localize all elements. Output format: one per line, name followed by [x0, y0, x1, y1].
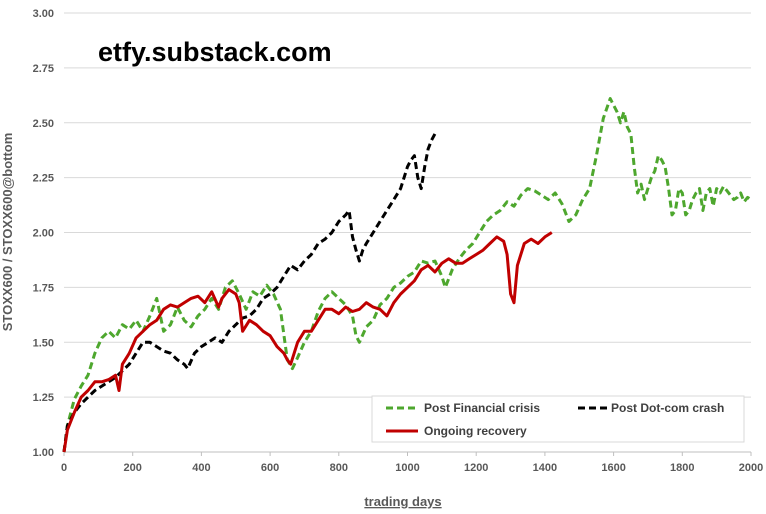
legend-box — [371, 395, 745, 443]
x-axis-title: trading days — [364, 494, 441, 509]
y-tick-label: 2.25 — [33, 173, 54, 185]
series-line-post-dotcom-crash — [62, 132, 437, 453]
legend: Post Financial crisis Post Dot-com crash… — [371, 395, 745, 443]
axes: 1.00 1.25 1.50 1.75 2.00 2.25 2.50 2.75 3.00 0 200… — [33, 8, 764, 474]
legend-label-ongoing-recovery: Ongoing recovery — [424, 424, 527, 438]
x-tick-label: 0 — [61, 462, 67, 474]
x-tick-label: 400 — [192, 462, 210, 474]
y-tick-label: 1.75 — [33, 282, 54, 294]
legend-label-post-dotcom-crash: Post Dot-com crash — [611, 401, 724, 415]
series-line-post-financial-crisis — [62, 97, 752, 453]
watermark-text: etfy.substack.com — [98, 37, 332, 67]
y-tick-label: 3.00 — [33, 8, 54, 20]
y-tick-label: 2.50 — [33, 118, 54, 130]
x-tick-label: 1400 — [533, 462, 557, 474]
x-tick-label: 800 — [330, 462, 348, 474]
y-tick-label: 1.50 — [33, 337, 54, 349]
x-tick-label: 1200 — [464, 462, 488, 474]
x-tick-label: 1600 — [601, 462, 625, 474]
x-tick-label: 1000 — [395, 462, 419, 474]
y-tick-label: 1.00 — [33, 447, 54, 459]
x-tick-label: 2000 — [739, 462, 763, 474]
gridlines — [64, 12, 751, 453]
series-line-ongoing-recovery — [62, 231, 553, 453]
x-tick-label: 200 — [124, 462, 142, 474]
legend-label-post-financial-crisis: Post Financial crisis — [424, 401, 540, 415]
y-axis-title: STOXX600 / STOXX600@bottom — [0, 133, 15, 332]
series-lines — [62, 97, 752, 453]
x-tick-label: 600 — [261, 462, 279, 474]
y-tick-label: 2.00 — [33, 228, 54, 240]
x-tick-label: 1800 — [670, 462, 694, 474]
y-tick-label: 1.25 — [33, 392, 54, 404]
y-tick-label: 2.75 — [33, 63, 54, 75]
